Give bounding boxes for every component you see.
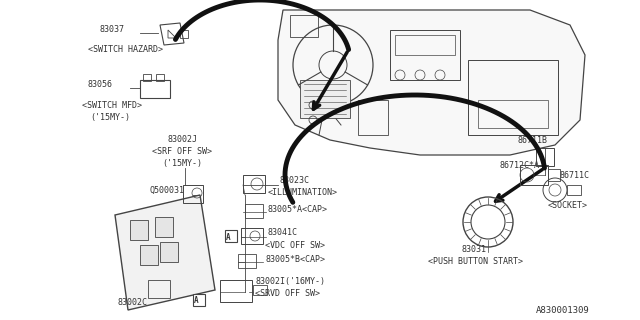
Text: A830001309: A830001309 [536,306,590,315]
Text: Q500031: Q500031 [150,186,185,195]
Text: 83031: 83031 [462,245,487,254]
Text: ('15MY-): ('15MY-) [162,159,202,168]
Bar [225,230,237,242]
Bar [290,15,318,37]
Text: 83056: 83056 [88,80,113,89]
Bar [156,74,164,81]
Bar [253,285,267,295]
Polygon shape [115,195,215,310]
Text: 86711B: 86711B [518,136,548,145]
Bar [300,80,350,118]
Bar [548,169,560,181]
Bar [148,280,170,298]
Bar [536,148,554,166]
Bar [130,220,148,240]
Bar [183,185,203,203]
Bar [220,280,252,302]
Circle shape [293,25,373,105]
Bar [193,294,205,306]
Text: <SWITCH MFD>: <SWITCH MFD> [82,101,142,110]
Text: <SWITCH HAZARD>: <SWITCH HAZARD> [88,45,163,54]
Polygon shape [278,10,585,155]
Text: 83002I('16MY-): 83002I('16MY-) [255,277,325,286]
Text: <VDC OFF SW>: <VDC OFF SW> [265,241,325,250]
Text: 83023C: 83023C [280,176,310,185]
Bar [358,100,388,135]
Text: <ILLUMINATION>: <ILLUMINATION> [268,188,338,197]
Bar [478,100,548,128]
Circle shape [319,51,347,79]
Text: A: A [226,233,230,242]
Text: 83041C: 83041C [268,228,298,237]
Text: <SRF OFF SW>: <SRF OFF SW> [152,147,212,156]
Text: 83005*A<CAP>: 83005*A<CAP> [268,205,328,214]
Bar [241,228,263,244]
Text: 83002J: 83002J [168,135,198,144]
Bar [468,60,558,135]
Text: <SOCKET>: <SOCKET> [548,201,588,210]
Bar [140,80,170,98]
Text: 83005*B<CAP>: 83005*B<CAP> [265,255,325,264]
Text: 83002C: 83002C [118,298,148,307]
Bar [155,217,173,237]
Text: <PUSH BUTTON START>: <PUSH BUTTON START> [428,257,523,266]
Bar [567,185,581,195]
Bar [238,254,256,268]
Bar [390,30,460,80]
Bar [395,35,455,55]
Bar [140,245,158,265]
Bar [245,204,263,218]
Bar [180,30,188,38]
Text: A: A [194,296,198,305]
Bar [243,175,265,193]
Text: ('15MY-): ('15MY-) [90,113,130,122]
Text: 86712C*A: 86712C*A [500,161,540,170]
Text: <SRVD OFF SW>: <SRVD OFF SW> [255,289,320,298]
Text: 86711C: 86711C [560,171,590,180]
Bar [160,242,178,262]
Text: 83037: 83037 [100,25,125,34]
Bar [520,165,548,185]
Bar [143,74,151,81]
